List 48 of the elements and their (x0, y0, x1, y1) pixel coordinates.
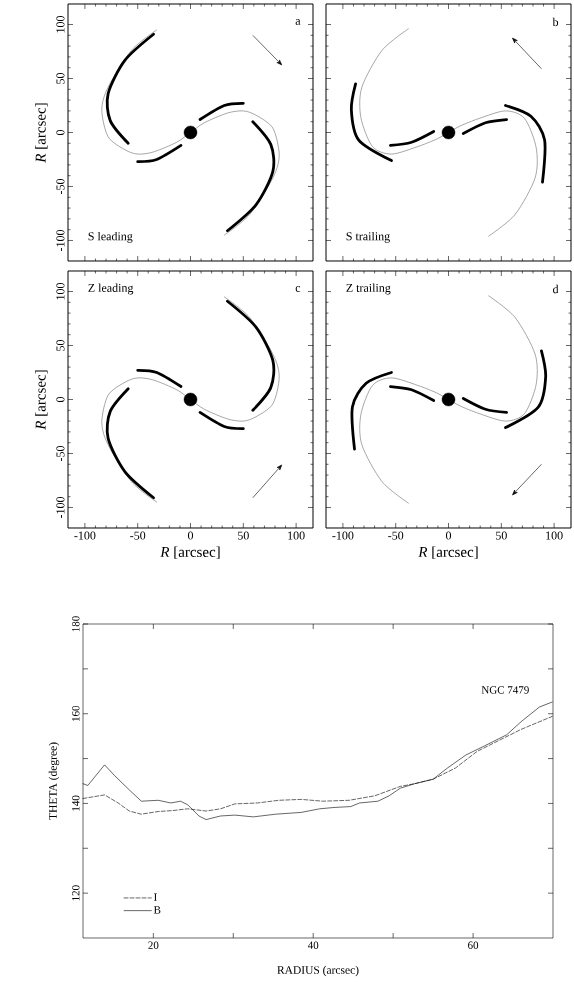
x-axis-title: R [arcsec] (160, 546, 220, 559)
y-axis-title: R [arcsec] (35, 103, 48, 163)
annotation: c (295, 286, 301, 292)
y-tick-label: 180 (72, 616, 80, 632)
x-tick-label: 0 (187, 531, 194, 540)
legend-label: I (153, 893, 157, 901)
annotation: b (552, 17, 559, 27)
y-tick-label: 50 (56, 339, 65, 351)
line-series (105, 387, 155, 500)
y-tick-label: -50 (56, 445, 65, 462)
x-tick-label: -50 (130, 531, 146, 540)
x-tick-label: 50 (238, 531, 249, 540)
annotation: S leading (88, 231, 133, 243)
x-tick-label: 100 (546, 531, 563, 540)
y-axis-title: R [arcsec] (35, 370, 48, 430)
y-tick-label: -100 (56, 229, 65, 252)
y-tick-label: 140 (72, 795, 80, 811)
annotation: Z leading (88, 283, 134, 295)
x-tick-label: 60 (468, 941, 479, 949)
y-tick-label: -50 (56, 178, 65, 195)
x-tick-label: 40 (307, 941, 319, 949)
x-tick-label: 100 (288, 531, 305, 540)
y-tick-label: 50 (56, 72, 65, 84)
y-tick-label: 0 (56, 129, 65, 136)
annotation: d (553, 284, 559, 294)
y-tick-label: 100 (56, 15, 65, 33)
x-tick-label: 0 (445, 531, 452, 540)
y-tick-label: 100 (56, 282, 65, 300)
x-axis-title: R [arcsec] (418, 546, 478, 559)
y-tick-label: 0 (56, 396, 65, 403)
y-axis-title: THETA (degree) (48, 742, 60, 820)
x-tick-label: 50 (496, 531, 507, 540)
line-series (226, 299, 276, 412)
line-series (105, 32, 155, 145)
y-tick-label: 160 (72, 705, 80, 721)
y-tick-label: -100 (56, 496, 65, 519)
annotation: a (295, 19, 301, 25)
line-series (226, 120, 276, 233)
x-axis-title: RADIUS (arcsec) (277, 965, 359, 977)
x-tick-label: -50 (388, 531, 404, 540)
line-series (101, 296, 280, 503)
legend-label: B (153, 906, 161, 914)
annotation: Z trailing (346, 283, 391, 295)
y-tick-label: 120 (72, 885, 80, 901)
annotation: NGC 7479 (481, 686, 529, 694)
annotation: S trailing (346, 231, 390, 243)
x-tick-label: 20 (148, 941, 159, 949)
x-tick-label: -100 (332, 531, 354, 540)
